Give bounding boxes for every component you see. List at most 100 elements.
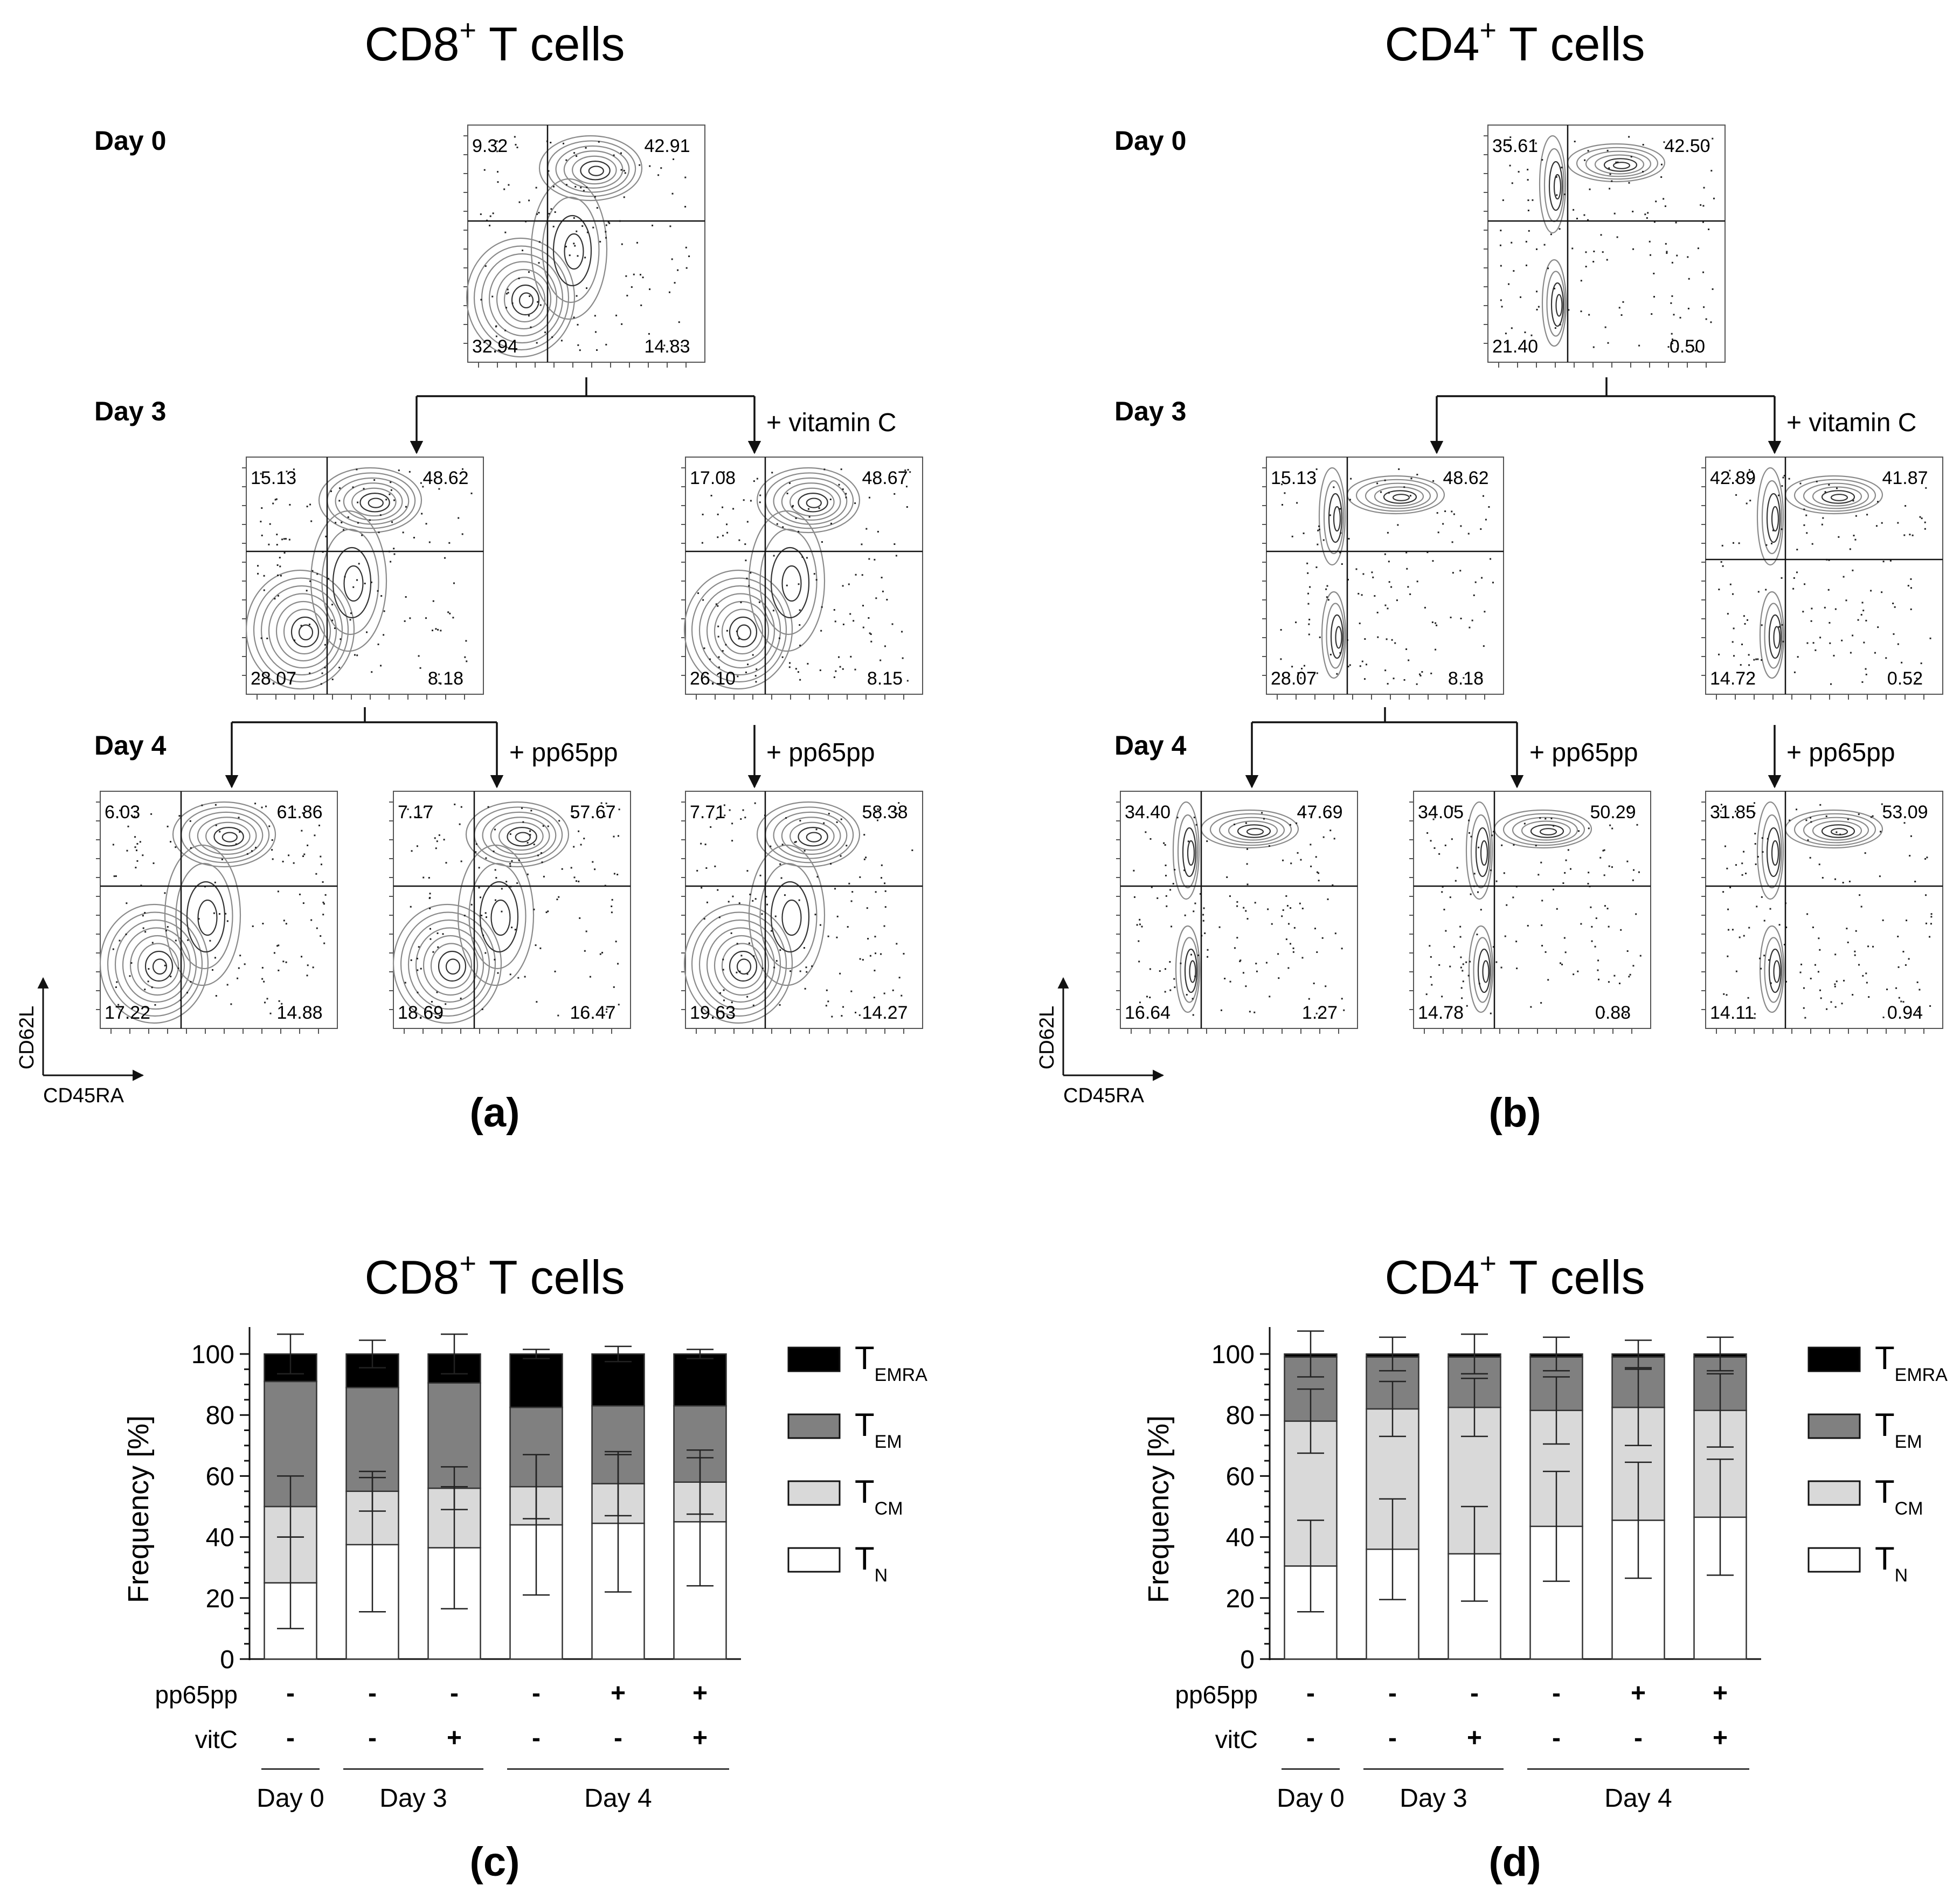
event-dot [1929,936,1930,938]
event-dot [1758,591,1760,592]
event-dot [481,915,482,916]
event-dot [802,556,804,558]
event-dot [1206,840,1208,842]
event-dot [325,894,327,896]
event-dot [1908,958,1910,960]
event-dot [705,867,707,869]
event-dot [236,844,237,845]
event-dot [576,295,578,297]
event-dot [269,1013,271,1014]
event-dot [753,955,754,957]
event-dot [1291,666,1293,667]
event-dot [1865,620,1867,621]
event-dot [1611,866,1613,868]
event-dot [726,532,728,534]
event-dot [361,535,363,536]
treatment-pp65pp: + pp65pp [509,738,618,767]
event-dot [605,344,607,346]
event-dot [418,946,420,948]
event-dot [282,861,284,862]
event-dot [759,602,760,603]
row-label-pp65pp: pp65pp [1175,1681,1258,1709]
event-dot [881,577,883,578]
event-dot [731,840,733,841]
event-dot [577,324,579,326]
event-dot [1165,844,1166,846]
event-dot [1733,655,1735,657]
event-dot [1341,998,1343,999]
event-dot [1926,856,1928,858]
event-dot [1924,522,1926,523]
panel-label-c: (c) [470,1839,520,1885]
panel-d-title: CD4+ T cells [1384,1247,1645,1304]
flow-plot-cd8-day4: 6.03 61.8617.22 14.88 [96,791,337,1034]
event-dot [1469,627,1470,628]
event-dot [806,557,808,558]
event-dot [823,823,825,824]
quadrant-ur-value: 57.67 [570,802,615,823]
event-dot [621,244,623,245]
event-dot [266,638,268,639]
event-dot [1255,902,1256,903]
event-dot [494,828,496,830]
event-dot [903,953,904,955]
event-dot [1165,865,1167,866]
event-dot [576,155,577,157]
event-dot [841,468,842,470]
event-dot [1339,652,1341,654]
event-dot [389,494,390,495]
event-dot [798,583,800,585]
event-dot [393,500,395,501]
event-dot [533,909,535,910]
event-dot [611,906,612,907]
plot-frame [468,125,705,362]
event-dot [338,667,340,668]
event-dot [323,943,325,944]
event-dot [1459,926,1461,928]
event-dot [286,962,287,963]
event-dot [789,666,791,668]
event-dot [1535,845,1537,846]
event-dot [1587,883,1589,885]
event-dot [1293,951,1294,953]
event-dot [1604,874,1605,876]
event-dot [143,928,144,929]
event-dot [626,295,628,296]
plot-frame [685,457,923,694]
event-dot [1882,920,1884,921]
event-dot [1816,481,1818,482]
event-dot [729,809,731,811]
event-dot [1192,998,1194,999]
event-dot [1322,937,1324,939]
event-dot [1504,872,1505,874]
event-dot [274,952,275,954]
event-dot [272,839,273,841]
event-dot [1340,532,1341,534]
y-tick-label: 100 [1211,1341,1255,1369]
event-dot [1796,571,1798,573]
event-dot [1597,970,1598,971]
event-dot [1452,572,1454,574]
event-dot [827,1000,829,1002]
event-dot [747,664,749,665]
event-dot [1627,950,1629,952]
event-dot [530,810,532,811]
event-dot [1706,319,1707,320]
event-dot [459,824,461,825]
event-dot [261,807,263,809]
event-dot [1196,824,1197,826]
vitc-marker: + [692,1724,708,1752]
event-dot [1640,955,1642,957]
event-dot [445,1003,446,1005]
event-dot [870,955,871,957]
event-dot [1484,611,1485,612]
event-dot [1852,634,1853,636]
event-dot [831,1016,833,1018]
event-dot [1615,162,1617,163]
event-dot [586,930,587,932]
event-dot [1462,970,1463,971]
event-dot [438,488,440,490]
event-dot [1290,907,1291,909]
event-dot [717,626,719,627]
event-dot [1261,812,1263,813]
